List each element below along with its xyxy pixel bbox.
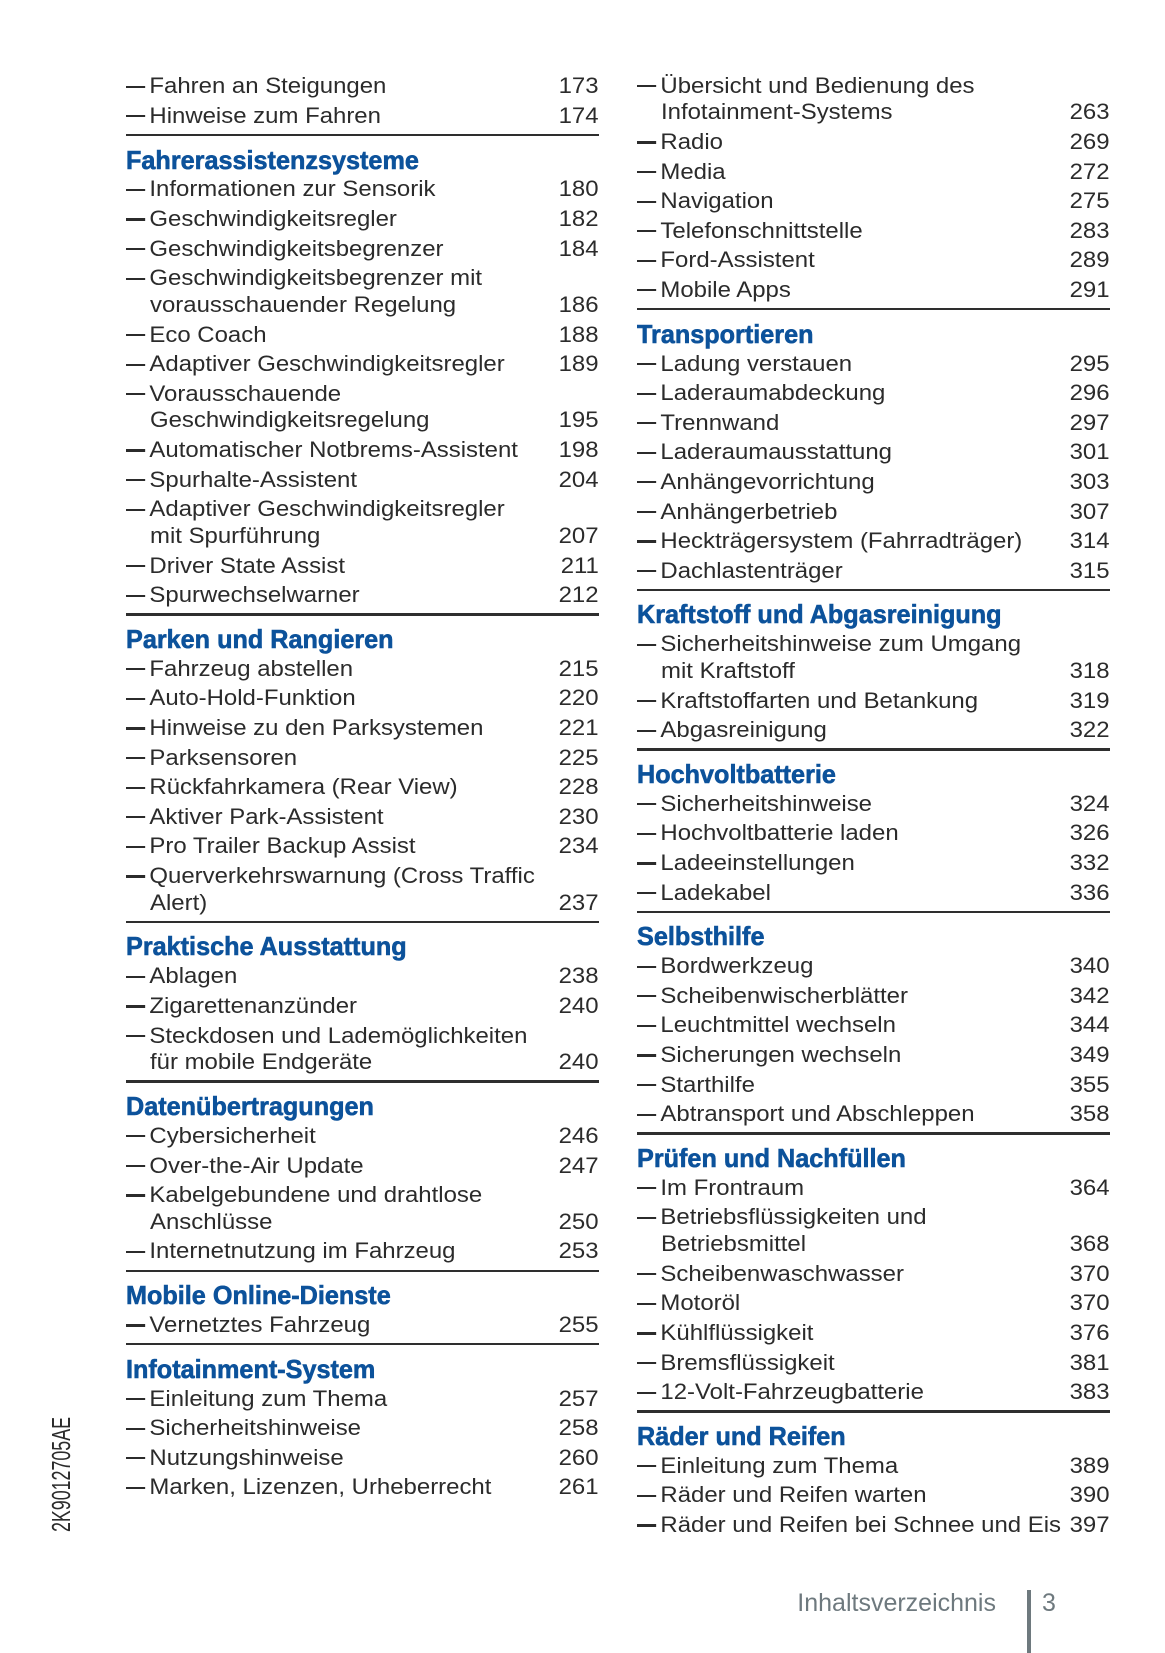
svg-text:2K9012705AE: 2K9012705AE (46, 1417, 76, 1532)
